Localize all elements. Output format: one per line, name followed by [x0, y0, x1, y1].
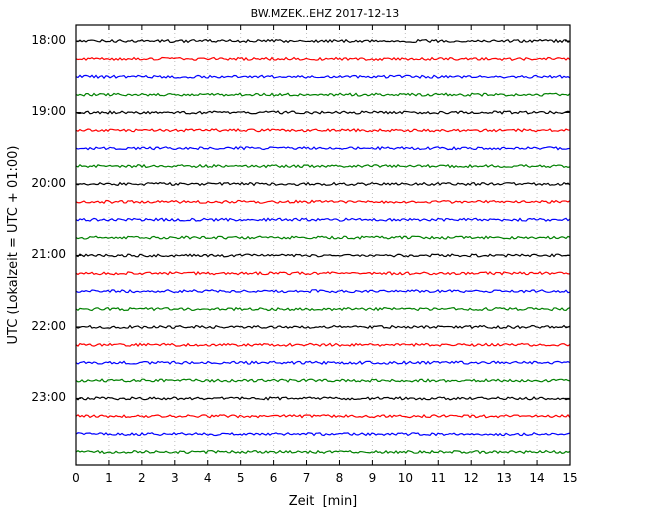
- plot-border: [75, 24, 571, 466]
- trace-row: [75, 306, 571, 312]
- y-tick-label: 21:00: [31, 247, 66, 262]
- x-tick-label: 9: [368, 471, 377, 485]
- x-tick-label: 12: [463, 471, 479, 485]
- chart-title: BW.MZEK..EHZ 2017-12-13: [250, 7, 400, 20]
- trace-row: [75, 324, 571, 330]
- x-tick-label: 2: [138, 471, 146, 485]
- x-tick-label: 14: [529, 471, 545, 485]
- trace-row: [75, 128, 571, 133]
- x-tick-label: 3: [170, 471, 179, 485]
- x-tick-label: 1: [105, 471, 113, 485]
- x-tick-label: 7: [302, 471, 311, 485]
- trace-row: [75, 342, 571, 348]
- trace-row: [75, 378, 571, 383]
- x-tick-label: 5: [236, 471, 245, 485]
- x-axis-label: Zeit [min]: [288, 494, 358, 509]
- trace-row: [75, 271, 571, 276]
- trace-row: [75, 38, 571, 44]
- x-tick-label: 13: [496, 471, 512, 485]
- y-tick-label: 19:00: [31, 104, 66, 119]
- trace-row: [75, 145, 571, 151]
- trace-row: [75, 181, 571, 187]
- trace-row: [75, 253, 571, 258]
- trace-row: [75, 199, 571, 205]
- trace-row: [75, 413, 571, 419]
- y-tick-label: 23:00: [31, 390, 66, 405]
- trace-row: [75, 289, 571, 294]
- x-tick-label: 6: [269, 471, 278, 485]
- trace-row: [75, 431, 571, 437]
- trace-row: [75, 110, 571, 115]
- x-tick-label: 10: [397, 471, 413, 485]
- x-tick-label: 8: [335, 471, 344, 485]
- y-tick-label: 22:00: [31, 318, 66, 333]
- trace-row: [75, 360, 571, 365]
- trace-row: [75, 235, 571, 240]
- trace-row: [75, 217, 571, 222]
- x-tick-label: 15: [562, 471, 578, 485]
- y-axis-label: UTC (Lokalzeit = UTC + 01:00): [6, 145, 21, 345]
- trace-row: [75, 449, 571, 455]
- y-tick-label: 18:00: [31, 33, 66, 47]
- trace-row: [75, 56, 571, 62]
- trace-row: [75, 92, 571, 97]
- x-tick-label: 0: [72, 471, 80, 485]
- trace-row: [75, 396, 571, 401]
- y-tick-label: 20:00: [31, 175, 66, 190]
- x-tick-label: 11: [430, 471, 446, 485]
- x-tick-label: 4: [203, 471, 212, 485]
- trace-row: [75, 163, 571, 169]
- trace-row: [75, 74, 571, 80]
